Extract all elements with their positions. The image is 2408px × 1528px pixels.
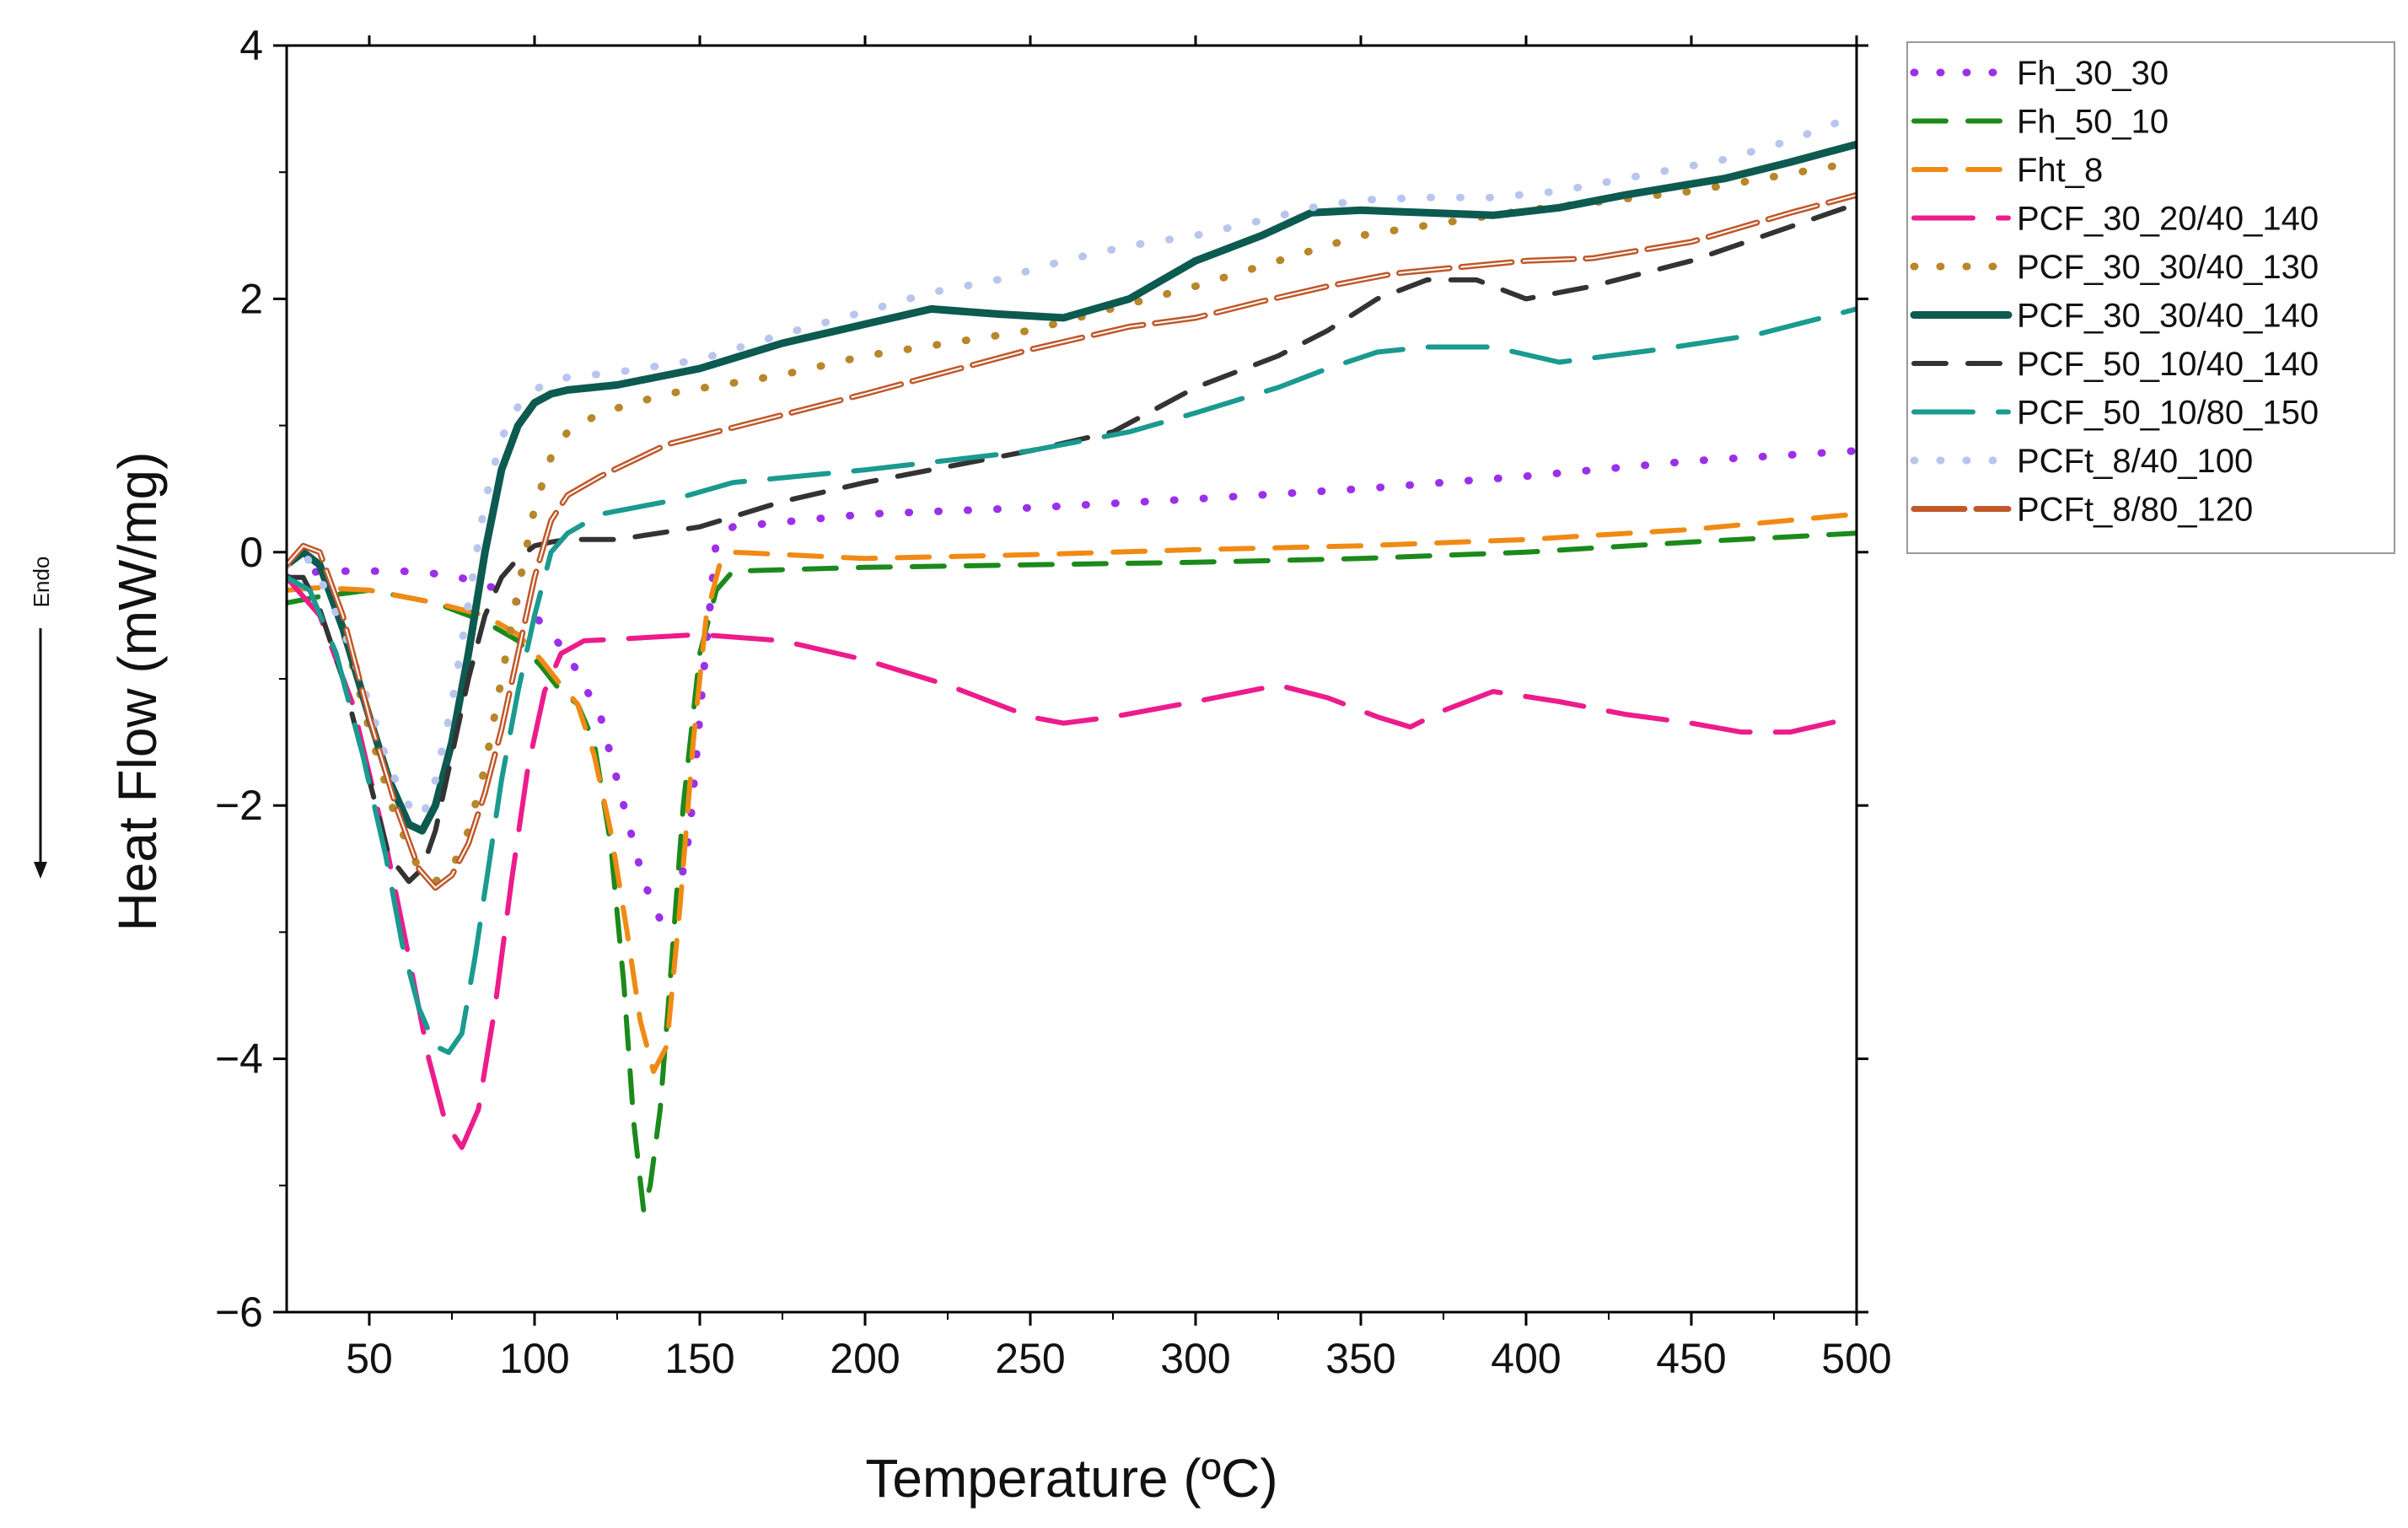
series-line-6 — [287, 201, 1857, 885]
legend-label-7: PCF_50_10/80_150 — [2017, 395, 2319, 432]
series-line-7 — [287, 306, 1857, 1056]
x-tick-label: 450 — [1656, 1335, 1726, 1382]
x-tick-label: 200 — [830, 1335, 900, 1382]
y-tick-label: −6 — [215, 1289, 263, 1336]
legend-label-2: Fht_8 — [2017, 152, 2103, 189]
legend-label-9: PCFt_8/80_120 — [2017, 492, 2253, 529]
series-layer — [287, 111, 1857, 1213]
endo-arrow-head — [34, 862, 47, 879]
x-tick-label: 350 — [1325, 1335, 1395, 1382]
legend-label-8: PCFt_8/40_100 — [2017, 443, 2253, 480]
legend-label-3: PCF_30_20/40_140 — [2017, 201, 2319, 238]
series-line-5 — [287, 140, 1857, 835]
x-tick-label: 100 — [499, 1335, 569, 1382]
legend-box — [1906, 41, 2395, 554]
x-tick-label: 150 — [664, 1335, 734, 1382]
legend-label-0: Fh_30_30 — [2017, 55, 2169, 92]
series-line-9 — [287, 191, 1857, 891]
legend: Fh_30_30 Fh_50_10 Fht_8 PCF_30_20/40_140 PCF… — [1906, 41, 2395, 554]
legend-label-5: PCF_30_30/40_140 — [2017, 298, 2319, 335]
series-line-4 — [287, 158, 1857, 885]
series-line-3 — [287, 574, 1857, 1150]
legend-label-6: PCF_50_10/40_140 — [2017, 346, 2319, 383]
y-tick-label: 4 — [239, 22, 263, 69]
x-tick-label: 500 — [1821, 1335, 1891, 1382]
series-line-1 — [287, 530, 1857, 1213]
y-tick-label: −4 — [215, 1036, 263, 1083]
y-tick-label: 0 — [239, 529, 263, 576]
series-line-9-inner — [287, 194, 1857, 890]
y-axis-title: Heat Flow (mW/mg) — [107, 452, 168, 932]
y-tick-label: −2 — [215, 782, 263, 829]
series-line-2 — [287, 511, 1857, 1074]
y-axis-ticks: −6 −4 −2 0 2 4 — [215, 22, 1868, 1336]
x-tick-label: 250 — [995, 1335, 1065, 1382]
x-tick-label: 300 — [1160, 1335, 1230, 1382]
y-tick-label: 2 — [239, 275, 263, 322]
x-tick-label: 400 — [1491, 1335, 1561, 1382]
endo-label: Endo — [29, 557, 54, 608]
x-axis-ticks: 50 100 150 200 250 300 350 400 450 500 — [346, 35, 1892, 1382]
x-axis-title: Temperature (ºC) — [865, 1448, 1277, 1509]
series-line-8 — [287, 111, 1857, 822]
series-line-0 — [287, 447, 1857, 923]
endo-annotation: Endo — [29, 557, 54, 879]
legend-label-1: Fh_50_10 — [2017, 104, 2169, 141]
legend-label-4: PCF_30_30/40_130 — [2017, 249, 2319, 286]
x-tick-label: 50 — [346, 1335, 393, 1382]
